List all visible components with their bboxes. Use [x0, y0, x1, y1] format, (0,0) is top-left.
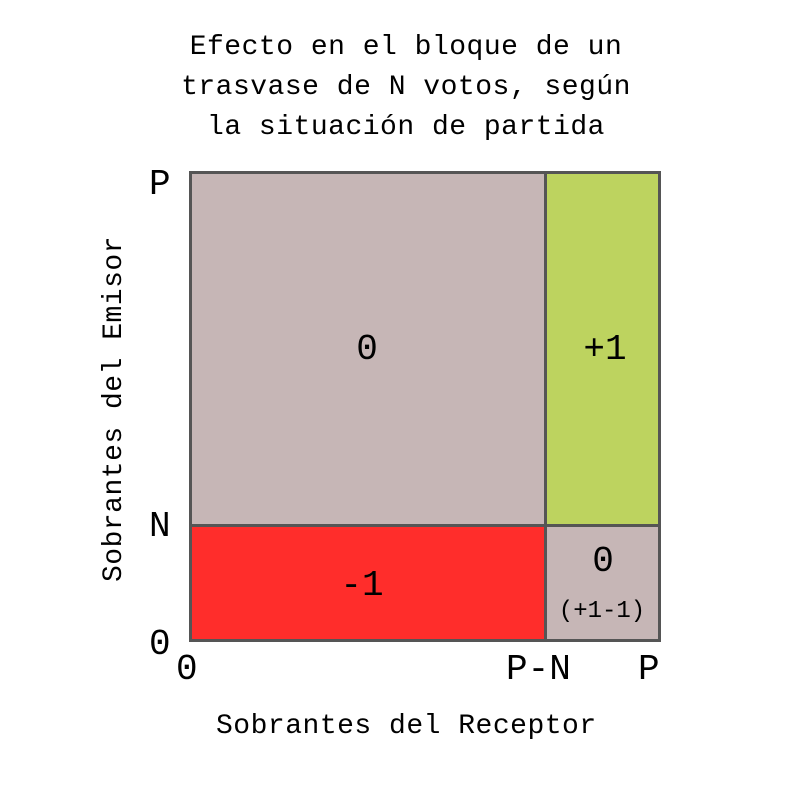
- y-tick-0: 0: [149, 624, 171, 665]
- region-bottom-right-note: (+1-1): [558, 598, 646, 625]
- y-axis-label: Sobrantes del Emisor: [99, 235, 130, 583]
- title-line-2: trasvase de N votos, según: [181, 72, 631, 103]
- x-axis-label: Sobrantes del Receptor: [216, 711, 597, 742]
- region-top-right-value: +1: [583, 329, 627, 370]
- region-top-left-value: 0: [356, 329, 378, 370]
- region-top-left: [189, 171, 547, 527]
- region-bottom-right-value: 0: [592, 541, 614, 582]
- x-tick-p: P: [638, 649, 660, 690]
- title-line-3: la situación de partida: [207, 112, 605, 143]
- region-bottom-left-value: -1: [340, 565, 384, 606]
- y-tick-n: N: [149, 506, 171, 547]
- region-top-right: [544, 171, 661, 527]
- y-tick-p: P: [149, 164, 171, 205]
- region-bottom-left: [189, 524, 547, 642]
- x-tick-0: 0: [176, 649, 198, 690]
- title-line-1: Efecto en el bloque de un: [189, 32, 623, 63]
- region-bottom-right: [544, 524, 661, 642]
- x-tick-p-minus-n: P-N: [506, 649, 571, 690]
